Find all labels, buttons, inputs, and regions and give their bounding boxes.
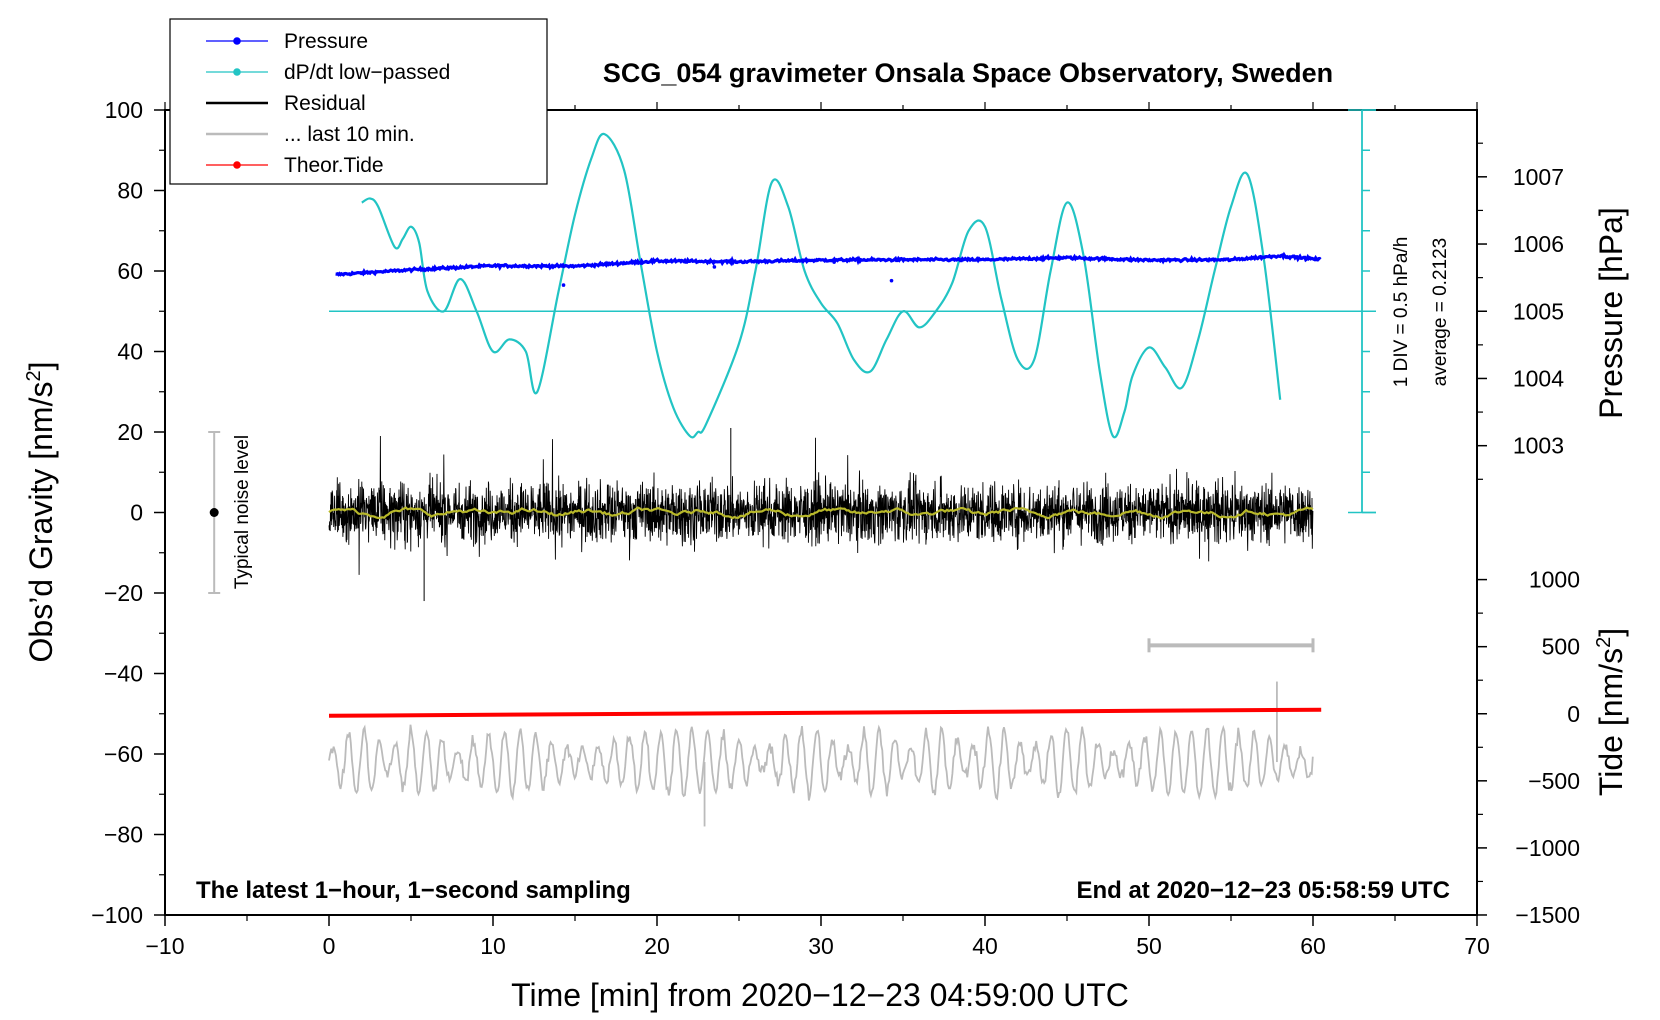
y-tick-label: 0 [130, 500, 143, 526]
series-residual-smoothed [328, 506, 1314, 520]
legend-box [169, 18, 548, 185]
noise-bar-center [209, 508, 219, 517]
pressure-tick-label: 1004 [1513, 365, 1564, 391]
legend-label: Theor.Tide [284, 154, 384, 177]
series-dpdt [361, 132, 1282, 439]
pressure-outlier [832, 260, 836, 264]
legend-marker [233, 37, 241, 45]
y-tick-label: 60 [117, 258, 143, 284]
y-tick-label: 80 [117, 178, 143, 204]
tide-tick-label: −1500 [1515, 902, 1580, 928]
x-axis: −10 0 10 20 30 40 50 60 70 [145, 102, 1490, 959]
pressure-outlier [712, 265, 717, 269]
noise-label: Typical noise level [232, 435, 253, 589]
x-tick-label: 60 [1300, 933, 1326, 959]
note-left: The latest 1−hour, 1−second sampling [196, 877, 631, 904]
y-axis-gravity: −100 −80 −60 −40 −20 0 20 40 60 80 100 [91, 97, 165, 928]
pressure-tick-label: 1003 [1513, 433, 1564, 459]
chart-title: SCG_054 gravimeter Onsala Space Observat… [603, 58, 1333, 88]
y-tick-label: −80 [104, 822, 143, 848]
tide-tick-label: 0 [1567, 701, 1580, 727]
x-tick-label: 30 [808, 933, 834, 959]
y-axis-tide: −1500 −1000 −500 0 500 1000 [1477, 567, 1580, 928]
series-theor-tide [328, 707, 1322, 718]
y-tick-label: 100 [105, 97, 143, 123]
y-axis-tide-title: Tide [nm/s2] [1593, 628, 1629, 796]
x-tick-label: 20 [644, 933, 670, 959]
legend: Pressure dP/dt low−passed Residual ... last… [169, 18, 548, 185]
legend-label: Pressure [284, 30, 368, 53]
x-tick-label: 50 [1136, 933, 1162, 959]
pressure-outlier [889, 278, 894, 283]
x-tick-label: 70 [1464, 933, 1490, 959]
legend-marker [233, 68, 241, 76]
pressure-tick-label: 1005 [1513, 298, 1564, 324]
legend-label: Residual [284, 92, 366, 115]
series-residual [328, 435, 1314, 575]
legend-label: ... last 10 min. [284, 123, 415, 146]
tide-tick-label: −1000 [1515, 835, 1580, 861]
x-tick-label: 40 [972, 933, 998, 959]
pressure-outlier [561, 283, 566, 287]
series-layer [208, 132, 1362, 827]
series-last10min [328, 724, 1314, 802]
y-tick-label: −60 [104, 741, 143, 767]
x-tick-label: −10 [145, 933, 184, 959]
div-scale [1348, 109, 1376, 514]
y-tick-label: −40 [104, 661, 143, 687]
series-pressure [335, 251, 1322, 277]
y-axis-pressure-title: Pressure [hPa] [1593, 207, 1629, 419]
legend-marker [233, 161, 241, 169]
y-axis-gravity-title: Obs’d Gravity [nm/s2] [23, 362, 59, 663]
y-tick-label: −100 [91, 902, 143, 928]
y-tick-label: 40 [117, 339, 143, 365]
div-label: 1 DIV = 0.5 hPa/h [1391, 237, 1412, 388]
y-axis-pressure: 1003 1004 1005 1006 1007 [1477, 142, 1564, 480]
x-tick-label: 10 [480, 933, 506, 959]
pressure-tick-label: 1006 [1513, 231, 1564, 257]
average-label: average = 0.2123 [1430, 238, 1451, 386]
y-tick-label: −20 [104, 580, 143, 606]
x-axis-title: Time [min] from 2020−12−23 04:59:00 UTC [511, 977, 1129, 1013]
y-tick-label: 20 [117, 419, 143, 445]
pressure-tick-label: 1007 [1513, 164, 1564, 190]
x-tick-label: 0 [323, 933, 336, 959]
legend-label: dP/dt low−passed [284, 61, 450, 84]
tide-tick-label: −500 [1528, 768, 1580, 794]
tide-tick-label: 1000 [1529, 567, 1580, 593]
note-right: End at 2020−12−23 05:58:59 UTC [1076, 877, 1450, 904]
tide-tick-label: 500 [1542, 634, 1580, 660]
